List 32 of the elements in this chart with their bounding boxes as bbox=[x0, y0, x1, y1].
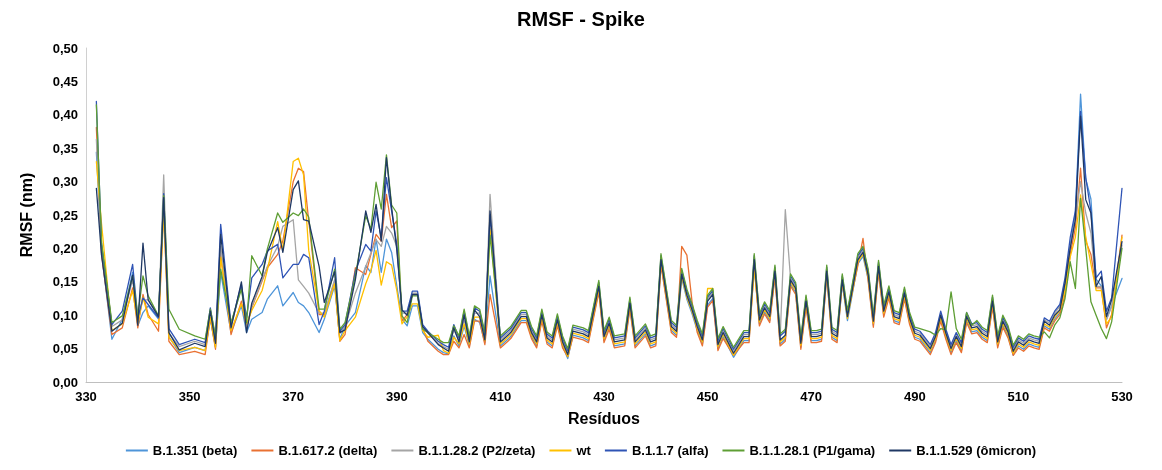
x-tick-label: 490 bbox=[903, 389, 926, 404]
legend-label: B.1.351 (beta) bbox=[152, 443, 238, 458]
y-tick-label: 0,35 bbox=[52, 140, 78, 156]
x-tick-label: 350 bbox=[178, 389, 201, 404]
y-tick-label: 0,10 bbox=[52, 307, 78, 323]
x-tick-label: 530 bbox=[1111, 389, 1133, 404]
legend-label: B.1.1.28.2 (P2/zeta) bbox=[418, 443, 536, 458]
x-tick-label: 510 bbox=[1007, 389, 1030, 404]
x-tick-label: 430 bbox=[593, 389, 615, 404]
y-tick-label: 0,20 bbox=[52, 240, 78, 256]
y-tick-label: 0,50 bbox=[52, 40, 78, 56]
legend-label: B.1.617.2 (delta) bbox=[278, 443, 378, 458]
y-tick-label: 0,00 bbox=[52, 374, 78, 390]
y-tick-label: 0,05 bbox=[52, 341, 78, 357]
x-axis-title: Resíduos bbox=[567, 409, 641, 427]
legend-label: B.1.1.529 (ômicron) bbox=[916, 443, 1037, 458]
legend-label: wt bbox=[575, 443, 592, 458]
x-tick-label: 410 bbox=[489, 389, 512, 404]
x-tick-label: 390 bbox=[385, 389, 408, 404]
legend-label: B.1.1.28.1 (P1/gama) bbox=[749, 443, 876, 458]
x-tick-label: 330 bbox=[75, 389, 97, 404]
y-tick-label: 0,40 bbox=[52, 107, 78, 123]
y-tick-label: 0,30 bbox=[52, 174, 78, 190]
x-tick-label: 450 bbox=[696, 389, 719, 404]
legend-label: B.1.1.7 (alfa) bbox=[631, 443, 709, 458]
y-tick-label: 0,25 bbox=[52, 207, 78, 223]
y-tick-label: 0,45 bbox=[52, 73, 78, 89]
x-tick-label: 370 bbox=[282, 389, 305, 404]
chart-title: RMSF - Spike bbox=[517, 8, 645, 30]
y-tick-label: 0,15 bbox=[52, 274, 78, 290]
x-tick-label: 470 bbox=[800, 389, 823, 404]
y-axis-title: RMSF (nm) bbox=[17, 172, 35, 258]
